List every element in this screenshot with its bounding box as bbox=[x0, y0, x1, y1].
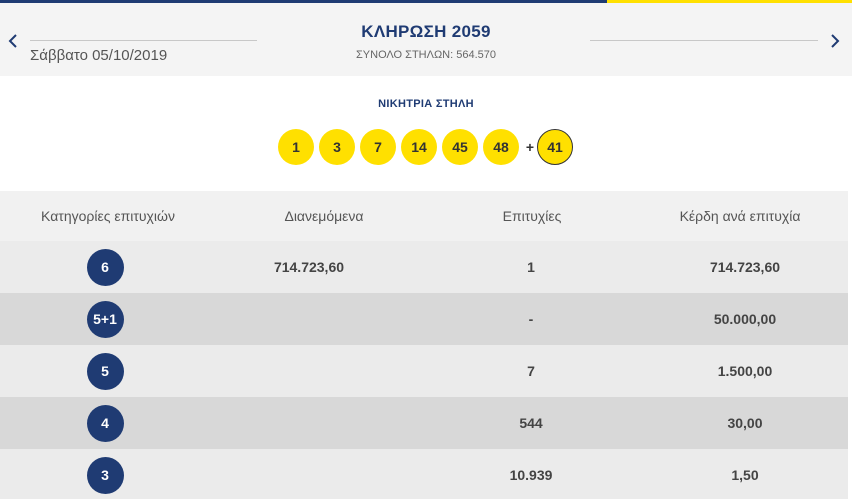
prize-cell: 30,00 bbox=[727, 415, 763, 431]
number-ball: 1 bbox=[278, 129, 314, 165]
number-ball: 48 bbox=[483, 129, 519, 165]
header-categories: Κατηγορίες επιτυχιών bbox=[41, 208, 175, 224]
winners-cell: - bbox=[528, 311, 534, 327]
prize-cell: 50.000,00 bbox=[713, 311, 777, 327]
table-row: 5+1 - 50.000,00 bbox=[0, 293, 848, 345]
winning-numbers: 1 3 7 14 45 48 + 41 bbox=[278, 129, 578, 165]
accent-yellow bbox=[607, 0, 852, 3]
category-badge: 6 bbox=[86, 248, 124, 286]
category-badge: 4 bbox=[86, 404, 124, 442]
winning-column-label: ΝΙΚΗΤΡΙΑ ΣΤΗΛΗ bbox=[378, 98, 474, 110]
chevron-left-icon bbox=[8, 34, 17, 48]
category-badge: 5 bbox=[86, 352, 124, 390]
winners-cell: 7 bbox=[527, 363, 535, 379]
divider-right bbox=[590, 40, 818, 41]
number-ball: 14 bbox=[401, 129, 437, 165]
header-distributed: Διανεμόμενα bbox=[284, 208, 364, 224]
draw-title: ΚΛΗΡΩΣΗ 2059 bbox=[361, 22, 491, 41]
previous-draw-button[interactable] bbox=[3, 29, 23, 53]
next-draw-button[interactable] bbox=[825, 29, 845, 53]
table-row: 5 7 1.500,00 bbox=[0, 345, 848, 397]
table-row: 3 10.939 1,50 bbox=[0, 449, 848, 499]
accent-navy bbox=[0, 0, 607, 3]
divider-left bbox=[30, 40, 257, 41]
plus-sign: + bbox=[525, 139, 535, 155]
prize-cell: 714.723,60 bbox=[709, 259, 781, 275]
winners-cell: 1 bbox=[527, 259, 535, 275]
winners-cell: 10.939 bbox=[509, 467, 553, 483]
total-columns: ΣΥΝΟΛΟ ΣΤΗΛΩΝ: 564.570 bbox=[355, 49, 497, 61]
number-ball: 7 bbox=[360, 129, 396, 165]
header-winners: Επιτυχίες bbox=[502, 208, 562, 224]
prize-cell: 1.500,00 bbox=[717, 363, 773, 379]
draw-date: Σάββατο 05/10/2019 bbox=[30, 47, 168, 64]
distributed-cell: 714.723,60 bbox=[273, 259, 345, 275]
chevron-right-icon bbox=[831, 34, 840, 48]
header-prize: Κέρδη ανά επιτυχία bbox=[679, 208, 801, 224]
winners-cell: 544 bbox=[519, 415, 543, 431]
prize-table: Κατηγορίες επιτυχιών Διανεμόμενα Επιτυχί… bbox=[0, 191, 848, 499]
draw-header: Σάββατο 05/10/2019 ΚΛΗΡΩΣΗ 2059 ΣΥΝΟΛΟ Σ… bbox=[0, 3, 852, 76]
category-badge: 5+1 bbox=[86, 300, 124, 338]
number-ball: 45 bbox=[442, 129, 478, 165]
bonus-number-ball: 41 bbox=[537, 129, 573, 165]
table-row: 6 714.723,60 1 714.723,60 bbox=[0, 241, 848, 293]
table-row: 4 544 30,00 bbox=[0, 397, 848, 449]
number-ball: 3 bbox=[319, 129, 355, 165]
top-accent-bar bbox=[0, 0, 852, 3]
prize-cell: 1,50 bbox=[731, 467, 759, 483]
category-badge: 3 bbox=[86, 456, 124, 494]
table-header: Κατηγορίες επιτυχιών Διανεμόμενα Επιτυχί… bbox=[0, 191, 848, 241]
